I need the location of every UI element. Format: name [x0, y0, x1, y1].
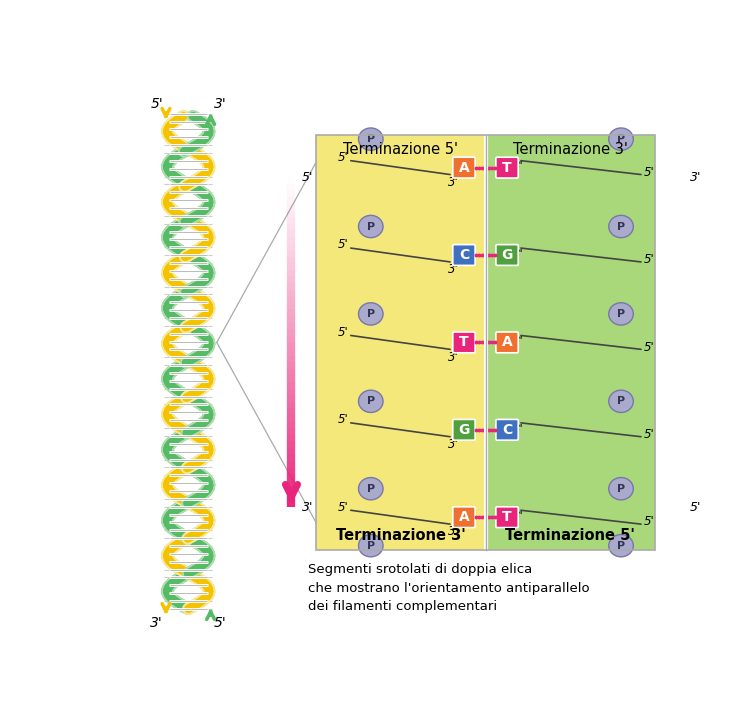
Text: P: P — [367, 221, 375, 231]
Text: 5': 5' — [690, 501, 701, 513]
Ellipse shape — [358, 128, 383, 150]
Text: 5': 5' — [150, 98, 163, 111]
Ellipse shape — [358, 390, 383, 412]
Ellipse shape — [358, 303, 383, 325]
Text: che mostrano l'orientamento antiparallelo: che mostrano l'orientamento antiparallel… — [309, 582, 590, 595]
Text: T: T — [502, 161, 512, 175]
Text: 3': 3' — [513, 422, 523, 435]
FancyBboxPatch shape — [453, 507, 475, 528]
Text: 3': 3' — [513, 161, 523, 174]
Text: P: P — [367, 134, 375, 144]
Ellipse shape — [609, 390, 633, 412]
Text: 3': 3' — [448, 263, 459, 276]
FancyBboxPatch shape — [496, 332, 518, 353]
Text: C: C — [459, 248, 469, 262]
Text: G: G — [502, 248, 513, 262]
Ellipse shape — [358, 477, 383, 500]
FancyBboxPatch shape — [453, 332, 475, 353]
FancyBboxPatch shape — [453, 244, 475, 265]
Text: Terminazione 5': Terminazione 5' — [343, 142, 458, 157]
FancyBboxPatch shape — [453, 157, 475, 178]
Text: Terminazione 5': Terminazione 5' — [505, 529, 635, 543]
Text: A: A — [502, 335, 512, 349]
Text: 5': 5' — [643, 515, 654, 529]
Text: 5': 5' — [337, 239, 349, 252]
FancyBboxPatch shape — [496, 157, 518, 178]
Text: 5': 5' — [337, 501, 349, 513]
Text: P: P — [617, 309, 625, 319]
Text: Terminazione 3': Terminazione 3' — [513, 142, 628, 157]
Ellipse shape — [609, 128, 633, 150]
Text: 5': 5' — [213, 616, 226, 630]
Bar — [316, 135, 655, 549]
Bar — [316, 135, 485, 549]
Text: P: P — [617, 396, 625, 406]
Bar — [316, 135, 655, 549]
Text: 3': 3' — [150, 616, 163, 630]
Text: 3': 3' — [448, 351, 459, 364]
Text: 3': 3' — [513, 248, 523, 261]
Text: T: T — [459, 335, 468, 349]
FancyBboxPatch shape — [496, 244, 518, 265]
Ellipse shape — [358, 215, 383, 238]
Text: P: P — [617, 221, 625, 231]
Text: P: P — [367, 484, 375, 494]
Text: 3': 3' — [213, 98, 226, 111]
Text: 3': 3' — [513, 335, 523, 348]
FancyBboxPatch shape — [496, 507, 518, 528]
Text: 3': 3' — [448, 176, 459, 189]
Bar — [485, 135, 655, 549]
Text: 3': 3' — [301, 501, 313, 513]
Ellipse shape — [358, 534, 383, 557]
Text: 5': 5' — [301, 171, 313, 184]
Text: P: P — [367, 309, 375, 319]
Text: A: A — [459, 161, 469, 175]
Text: 5': 5' — [643, 341, 654, 354]
Text: Segmenti srotolati di doppia elica: Segmenti srotolati di doppia elica — [309, 563, 533, 576]
Text: 5': 5' — [337, 414, 349, 427]
Text: 3': 3' — [513, 510, 523, 523]
FancyBboxPatch shape — [453, 419, 475, 440]
Text: 3': 3' — [448, 526, 459, 539]
Text: dei filamenti complementari: dei filamenti complementari — [309, 600, 497, 613]
Text: P: P — [367, 396, 375, 406]
Text: 5': 5' — [643, 253, 654, 266]
Text: A: A — [459, 510, 469, 524]
Text: P: P — [617, 541, 625, 551]
Ellipse shape — [609, 477, 633, 500]
Ellipse shape — [609, 534, 633, 557]
Text: 3': 3' — [448, 438, 459, 451]
Text: G: G — [458, 423, 470, 437]
Text: P: P — [367, 541, 375, 551]
Text: 5': 5' — [643, 166, 654, 179]
Text: 5': 5' — [337, 326, 349, 339]
Text: 3': 3' — [690, 171, 701, 184]
FancyBboxPatch shape — [496, 419, 518, 440]
Ellipse shape — [609, 215, 633, 238]
Text: 5': 5' — [337, 151, 349, 164]
Text: P: P — [617, 484, 625, 494]
Ellipse shape — [609, 303, 633, 325]
Text: 5': 5' — [643, 428, 654, 441]
Text: Terminazione 3': Terminazione 3' — [336, 529, 465, 543]
Text: P: P — [617, 134, 625, 144]
Text: C: C — [502, 423, 512, 437]
Text: T: T — [502, 510, 512, 524]
